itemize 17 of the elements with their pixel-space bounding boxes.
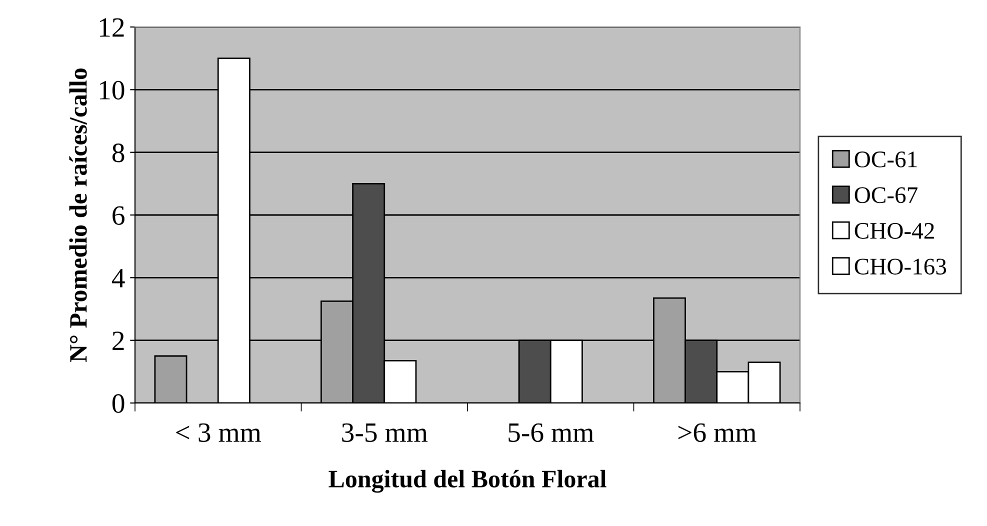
legend-label: OC-61 [854,152,917,168]
y-tick-label: 0 [112,394,124,413]
x-tick-label: >6 mm [678,423,756,442]
x-tick-label: 3-5 mm [342,423,428,442]
y-tick-label: 8 [112,144,124,162]
legend-label: CHO-42 [854,222,934,239]
y-tick-label: 2 [112,332,124,350]
x-tick-label: < 3 mm [176,423,262,442]
legend-label: CHO-163 [854,258,946,275]
y-axis-title: N° Promedio de raíces/callo [69,68,87,362]
y-tick-label: 10 [100,80,124,100]
y-tick-label: 12 [100,18,124,37]
x-axis-title: Longitud del Botón Floral [328,470,606,493]
y-tick-label: 4 [112,269,125,288]
y-tick-label: 6 [112,206,124,225]
legend-label: OC-67 [854,187,918,204]
x-tick-label: 5-6 mm [508,423,594,442]
